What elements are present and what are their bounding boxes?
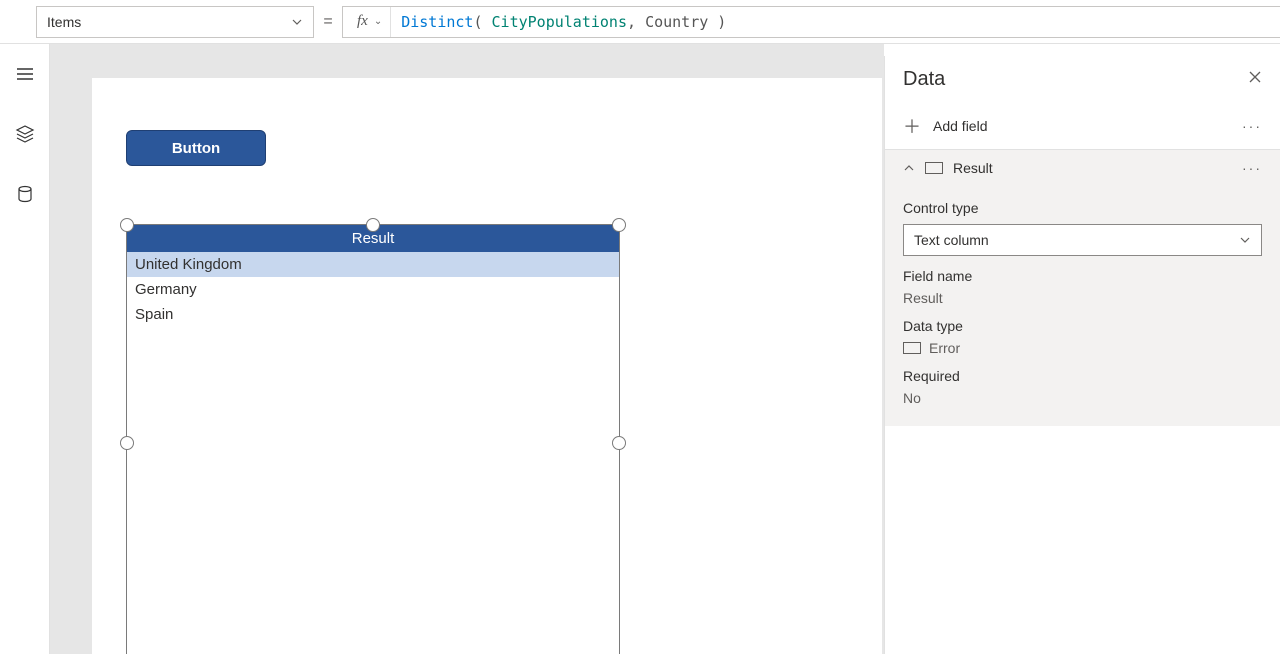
fx-label-text: fx <box>357 13 368 30</box>
control-type-select[interactable]: Text column <box>903 224 1262 256</box>
data-type-value: Error <box>929 340 960 356</box>
chevron-down-icon <box>1239 234 1251 246</box>
selection-handle[interactable] <box>612 218 626 232</box>
formula-arg1: CityPopulations <box>492 13 627 31</box>
panel-title: Data <box>903 68 945 91</box>
equals-symbol: = <box>314 13 342 31</box>
data-type-value-row: Error <box>903 340 1262 356</box>
add-field-button[interactable]: ＋ Add field <box>903 113 987 139</box>
chevron-down-icon: ⌄ <box>374 16 382 27</box>
formula-text[interactable]: Distinct( CityPopulations, Country ) <box>391 13 736 31</box>
database-icon[interactable] <box>15 184 35 204</box>
formula-paren-close: ) <box>708 13 726 31</box>
field-name: Result <box>953 160 993 176</box>
selection-handle[interactable] <box>120 218 134 232</box>
field-expander[interactable]: Result ··· <box>885 150 1280 186</box>
table-row[interactable]: Germany <box>127 277 619 302</box>
data-table-control[interactable]: Result United KingdomGermanySpain <box>126 224 620 654</box>
hamburger-icon[interactable] <box>15 64 35 84</box>
close-icon[interactable] <box>1248 70 1262 89</box>
formula-comma: , <box>627 13 645 31</box>
error-icon <box>903 342 921 354</box>
formula-function: Distinct <box>401 13 473 31</box>
required-label: Required <box>903 368 1262 384</box>
workspace: Button Result United KingdomGermanySpain… <box>0 44 1280 654</box>
selection-handle[interactable] <box>120 436 134 450</box>
more-icon[interactable]: ··· <box>1242 160 1262 176</box>
fx-button[interactable]: fx ⌄ <box>343 7 391 37</box>
formula-paren-open: ( <box>473 13 491 31</box>
data-type-label: Data type <box>903 318 1262 334</box>
chevron-up-icon <box>903 162 915 174</box>
panel-header: Data <box>885 56 1280 103</box>
control-type-value: Text column <box>914 232 989 248</box>
left-nav-rail <box>0 44 50 654</box>
field-name-label: Field name <box>903 268 1262 284</box>
field-properties: Control type Text column Field name Resu… <box>885 186 1280 426</box>
formula-input-area[interactable]: fx ⌄ Distinct( CityPopulations, Country … <box>342 6 1280 38</box>
add-field-row: ＋ Add field ··· <box>885 103 1280 150</box>
required-value: No <box>903 390 1262 406</box>
control-type-label: Control type <box>903 200 1262 216</box>
table-row[interactable]: Spain <box>127 302 619 327</box>
formula-bar: Items = fx ⌄ Distinct( CityPopulations, … <box>0 0 1280 44</box>
app-canvas[interactable]: Button Result United KingdomGermanySpain <box>92 78 882 654</box>
table-row[interactable]: United Kingdom <box>127 252 619 277</box>
property-selector[interactable]: Items <box>36 6 314 38</box>
canvas-area[interactable]: Button Result United KingdomGermanySpain <box>50 44 884 654</box>
text-column-icon <box>925 162 943 174</box>
selection-handle[interactable] <box>366 218 380 232</box>
plus-icon: ＋ <box>903 113 921 139</box>
selection-handle[interactable] <box>612 436 626 450</box>
button-label: Button <box>172 140 220 157</box>
data-panel: Data ＋ Add field ··· Result ··· Control … <box>884 56 1280 654</box>
field-name-value: Result <box>903 290 1262 306</box>
button-control[interactable]: Button <box>126 130 266 166</box>
chevron-down-icon <box>291 16 303 28</box>
property-name: Items <box>47 14 81 30</box>
more-icon[interactable]: ··· <box>1242 118 1262 134</box>
formula-arg2: Country <box>645 13 708 31</box>
layers-icon[interactable] <box>15 124 35 144</box>
add-field-label: Add field <box>933 118 987 134</box>
